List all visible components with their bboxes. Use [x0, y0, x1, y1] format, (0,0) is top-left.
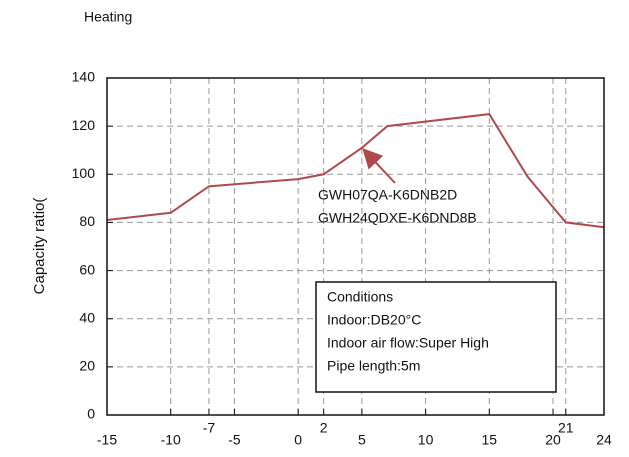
y-tick-label: 60: [79, 261, 95, 277]
x-tick-label: 0: [294, 432, 302, 448]
y-tick-label: 100: [72, 165, 96, 181]
x-tick-label: 5: [358, 432, 366, 448]
conditions-text: Indoor air flow:Super High: [327, 335, 489, 351]
chart-title: Heating: [84, 9, 132, 25]
annotation: GWH24QDXE-K6DND8B: [318, 210, 477, 226]
x-tick-label: 21: [558, 420, 574, 436]
annotation-arrow: [362, 148, 396, 184]
conditions-text: Indoor:DB20°C: [327, 312, 421, 328]
conditions-box: [315, 281, 557, 393]
x-tick-label: -15: [97, 432, 117, 448]
annotation: GWH07QA-K6DNB2D: [318, 187, 457, 203]
x-tick-label: -7: [203, 420, 216, 436]
x-tick-label: 10: [418, 432, 434, 448]
y-tick-label: 140: [72, 69, 96, 85]
x-tick-label: -5: [228, 432, 241, 448]
y-tick-label: 40: [79, 309, 95, 325]
x-tick-label: 15: [482, 432, 498, 448]
y-tick-label: 80: [79, 213, 95, 229]
x-tick-label: -10: [161, 432, 181, 448]
plot-frame: [106, 77, 605, 416]
y-axis-label: Capacity ratio(: [31, 198, 48, 295]
y-tick-label: 120: [72, 117, 96, 133]
conditions-text: Conditions: [327, 289, 393, 305]
x-tick-label: 24: [596, 432, 612, 448]
y-tick-label: 20: [79, 358, 95, 374]
x-tick-label: 2: [320, 420, 328, 436]
y-tick-label: 0: [87, 406, 95, 422]
x-tick-label: 20: [545, 432, 561, 448]
conditions-text: Pipe length:5m: [327, 358, 420, 374]
series-line: [106, 113, 605, 229]
